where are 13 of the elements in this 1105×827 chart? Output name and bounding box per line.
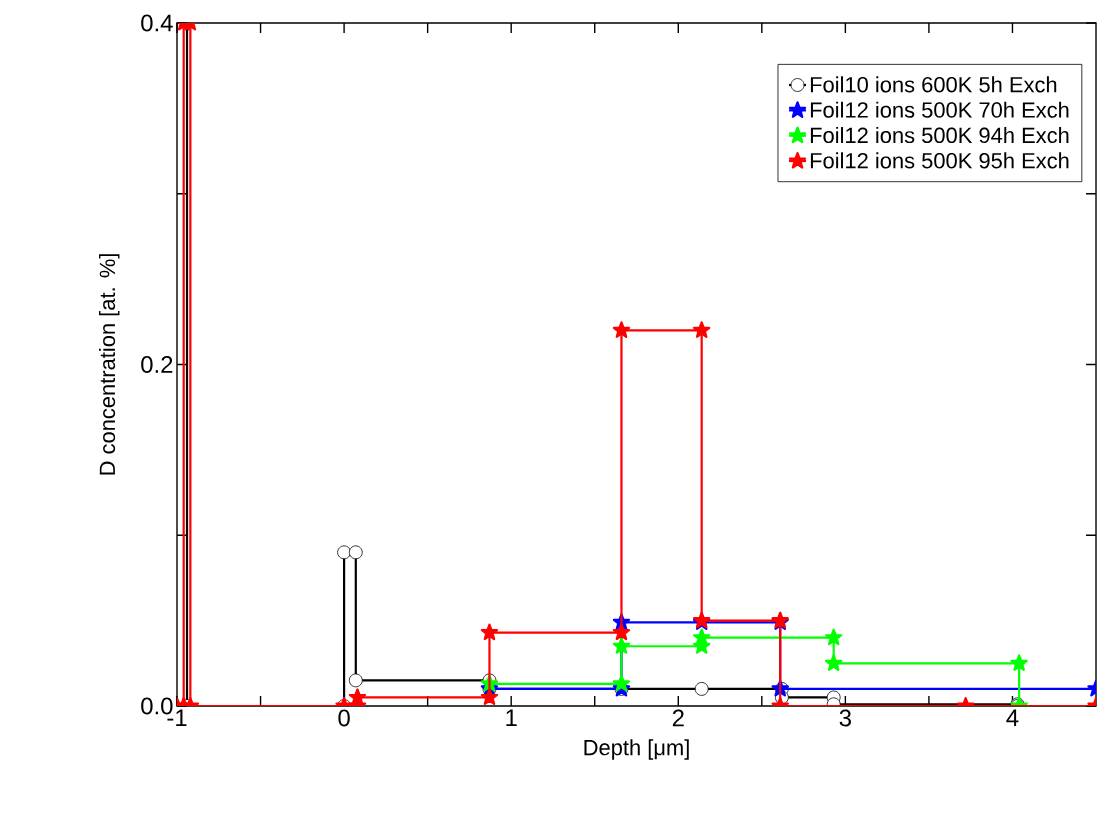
y-axis-title: D concentration [at. %] <box>99 254 120 475</box>
x-tick-label: 1 <box>506 709 517 726</box>
x-tick-label: 0 <box>338 709 350 727</box>
x-tick-label: 2 <box>672 709 684 727</box>
legend-label: Foil10 ions 600K 5h Exch <box>810 76 1057 93</box>
y-tick-label: 0.4 <box>141 14 173 32</box>
legend-label: Foil12 ions 500K 94h Exch <box>810 127 1069 144</box>
legend-label: Foil12 ions 500K 70h Exch <box>810 101 1069 118</box>
x-tick-label: 4 <box>1006 709 1019 726</box>
x-tick-label: 3 <box>839 709 851 727</box>
y-tick-label: 0.2 <box>141 356 173 373</box>
legend-label: Foil12 ions 500K 95h Exch <box>810 152 1069 169</box>
x-axis-title: Depth [μm] <box>584 739 689 760</box>
